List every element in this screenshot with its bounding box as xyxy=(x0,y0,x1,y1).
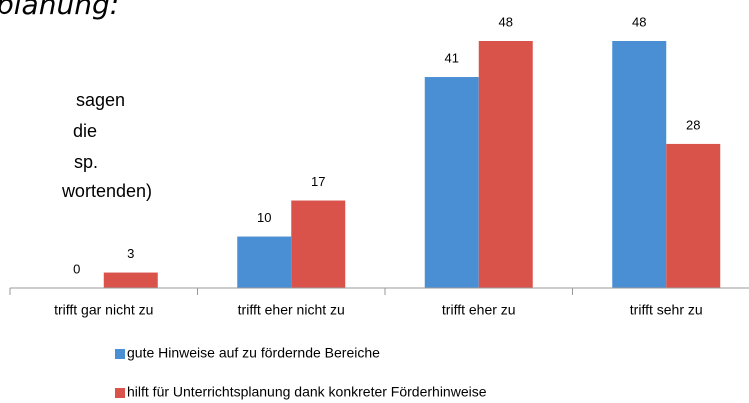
bar xyxy=(612,41,667,288)
legend-swatch xyxy=(115,388,125,398)
value-label: 48 xyxy=(632,14,646,29)
bar xyxy=(478,41,533,288)
chart-title: planung: xyxy=(0,0,119,21)
annotation: wortenden) xyxy=(61,181,152,201)
x-tick-label: trifft sehr zu xyxy=(630,302,703,318)
value-label: 17 xyxy=(311,174,325,189)
legend-label: hilft für Unterrichtsplanung dank konkre… xyxy=(127,384,487,400)
value-label: 3 xyxy=(127,246,134,261)
value-label: 28 xyxy=(686,117,700,132)
annotation: sp. xyxy=(74,152,98,172)
annotation: sagen xyxy=(76,90,125,110)
value-label: 0 xyxy=(73,261,80,276)
legend-label: gute Hinweise auf zu fördernde Bereiche xyxy=(127,345,380,361)
value-label: 48 xyxy=(499,14,513,29)
legend-swatch xyxy=(115,349,125,359)
value-label: 10 xyxy=(257,210,271,225)
x-tick-label: trifft gar nicht zu xyxy=(54,302,153,318)
x-tick-label: trifft eher nicht zu xyxy=(238,302,345,318)
bar xyxy=(237,236,292,288)
bar xyxy=(291,200,346,288)
annotation: die xyxy=(73,121,97,141)
bar xyxy=(424,77,479,288)
bar xyxy=(103,272,158,288)
bar xyxy=(666,143,721,288)
value-label: 41 xyxy=(445,50,459,65)
x-tick-label: trifft eher zu xyxy=(442,302,516,318)
